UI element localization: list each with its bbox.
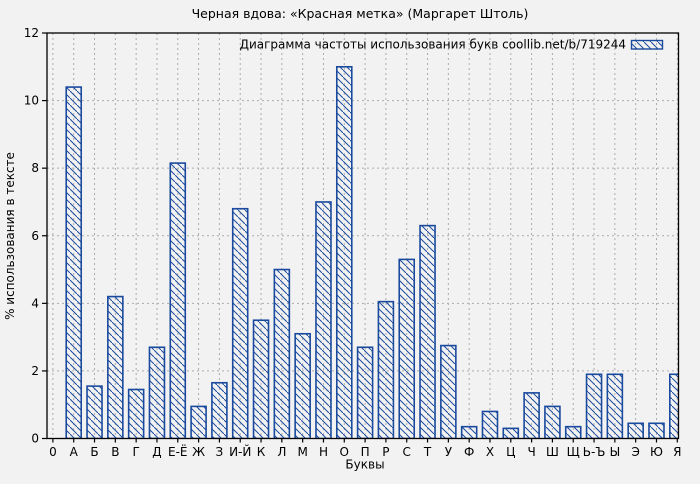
bar-И-Й xyxy=(231,207,249,439)
y-tick-label: 8 xyxy=(31,161,39,175)
bar-Н xyxy=(315,201,332,439)
x-tick-label: Ш xyxy=(546,445,559,459)
x-tick-label: В xyxy=(111,445,119,459)
bar-О xyxy=(335,65,353,439)
chart-title: Черная вдова: «Красная метка» (Маргарет … xyxy=(192,6,529,21)
bar-Р xyxy=(377,300,395,439)
x-tick-label: Е-Ё xyxy=(168,444,188,459)
x-tick-label: Т xyxy=(423,445,432,459)
x-tick-label: Д xyxy=(152,445,161,459)
x-tick-label: Э xyxy=(631,445,639,459)
x-tick-label: И-Й xyxy=(229,444,251,459)
x-tick-label: Н xyxy=(319,445,328,459)
x-tick-label: Ч xyxy=(527,445,535,459)
bar-Я xyxy=(668,373,679,439)
legend-swatch-icon xyxy=(630,39,664,50)
legend-label: Диаграмма частоты использования букв coo… xyxy=(240,38,626,52)
x-tick-label: М xyxy=(297,445,307,459)
bar-Ы xyxy=(606,373,624,439)
bar-Д xyxy=(148,346,166,439)
bar-Х xyxy=(481,410,499,439)
x-tick-label: К xyxy=(257,445,266,459)
x-tick-label: О xyxy=(340,445,349,459)
axes xyxy=(42,32,680,443)
bar-Л xyxy=(273,268,291,439)
bar-Ф xyxy=(460,425,478,439)
bar-Ь-Ъ xyxy=(585,373,603,439)
y-tick-label: 2 xyxy=(31,364,39,378)
bar-Э xyxy=(627,422,644,439)
bar-У xyxy=(440,344,457,439)
gridlines xyxy=(47,33,679,439)
bar-Ч xyxy=(523,392,540,439)
x-tick-label: Щ xyxy=(567,445,580,459)
x-tick-label: Л xyxy=(277,445,286,459)
x-tick-label: Г xyxy=(132,445,139,459)
y-tick-label: 10 xyxy=(24,94,39,108)
bar-Г xyxy=(127,388,145,439)
bars xyxy=(65,65,679,439)
bar-Ж xyxy=(190,405,207,439)
bar-А xyxy=(65,86,83,439)
bar-С xyxy=(398,258,416,439)
x-tick-label: Х xyxy=(486,445,494,459)
bar-З xyxy=(211,381,228,439)
bar-К xyxy=(252,319,270,439)
x-tick-label: С xyxy=(403,445,411,459)
bar-Т xyxy=(419,224,436,439)
x-axis-label: Буквы xyxy=(345,458,384,472)
bar-В xyxy=(107,295,124,439)
bar-Е-Ё xyxy=(169,162,187,439)
x-tick-label: З xyxy=(216,445,224,459)
x-tick-label: Р xyxy=(382,445,389,459)
bar-Б xyxy=(86,385,103,439)
y-tick-label: 12 xyxy=(24,26,39,40)
x-tick-label: Ц xyxy=(506,445,515,459)
x-tick-label: А xyxy=(70,445,79,459)
y-tick-label: 6 xyxy=(31,229,39,243)
x-tick-label: Ф xyxy=(464,445,474,459)
y-axis-label: % использования в тексте xyxy=(3,152,17,320)
y-tick-label: 0 xyxy=(31,432,39,446)
x-tick-label: 0 xyxy=(49,445,57,459)
bar-М xyxy=(294,332,311,439)
y-tick-label: 4 xyxy=(31,296,39,310)
x-tick-label: Я xyxy=(673,445,681,459)
x-tick-label: Ы xyxy=(610,445,621,459)
x-tick-label: Ж xyxy=(192,445,205,459)
x-tick-label: Ь-Ъ xyxy=(583,445,606,459)
x-tick-label: Б xyxy=(90,445,98,459)
bar-Ш xyxy=(544,405,561,439)
x-tick-label: Ю xyxy=(650,445,663,459)
bar-Ю xyxy=(648,422,665,439)
x-tick-label: У xyxy=(445,445,453,459)
bar-Ц xyxy=(502,427,520,439)
bar-Щ xyxy=(564,425,582,439)
tick-labels: 0 А Б В Г Д Е-Ё Ж З И-Й К Л М Н О П Р С Т У Ф Х Ц Ч Ш Щ Ь-Ъ Ы Э Ю Я024… xyxy=(24,26,682,459)
x-tick-label: П xyxy=(361,445,370,459)
bar-П xyxy=(356,346,374,439)
